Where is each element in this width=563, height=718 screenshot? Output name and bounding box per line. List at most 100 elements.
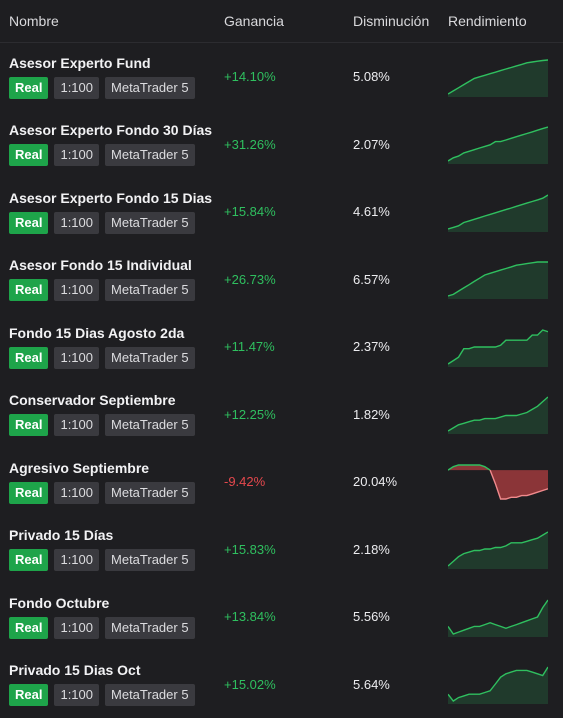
performance-sparkline [439, 327, 563, 367]
gain-value: -9.42% [215, 474, 344, 489]
platform-badge: MetaTrader 5 [105, 144, 195, 166]
performance-sparkline [439, 462, 563, 502]
gain-value: +15.84% [215, 204, 344, 219]
leverage-badge: 1:100 [54, 482, 99, 504]
account-type-badge: Real [9, 684, 48, 706]
platform-badge: MetaTrader 5 [105, 684, 195, 706]
sparkline-chart [448, 327, 548, 367]
account-name[interactable]: Fondo 15 Dias Agosto 2da [9, 325, 215, 341]
account-type-badge: Real [9, 279, 48, 301]
drawdown-value: 5.08% [344, 69, 439, 84]
header-drawdown[interactable]: Disminución [344, 13, 439, 29]
account-type-badge: Real [9, 77, 48, 99]
platform-badge: MetaTrader 5 [105, 279, 195, 301]
table-row[interactable]: Asesor Experto Fondo 30 Días Real 1:100 Met… [0, 111, 563, 179]
account-cell: Asesor Fondo 15 Individual Real 1:100 MetaT… [0, 257, 215, 301]
account-badges: Real 1:100 MetaTrader 5 [9, 482, 215, 504]
account-badges: Real 1:100 MetaTrader 5 [9, 549, 215, 571]
performance-sparkline [439, 529, 563, 569]
performance-sparkline [439, 259, 563, 299]
header-name[interactable]: Nombre [0, 13, 215, 29]
drawdown-value: 5.64% [344, 677, 439, 692]
performance-sparkline [439, 597, 563, 637]
account-cell: Asesor Experto Fondo 30 Días Real 1:100 Met… [0, 122, 215, 166]
sparkline-chart [448, 259, 548, 299]
platform-badge: MetaTrader 5 [105, 414, 195, 436]
account-name[interactable]: Agresivo Septiembre [9, 460, 215, 476]
gain-value: +12.25% [215, 407, 344, 422]
drawdown-value: 2.18% [344, 542, 439, 557]
platform-badge: MetaTrader 5 [105, 77, 195, 99]
gain-value: +15.02% [215, 677, 344, 692]
table-row[interactable]: Privado 15 Días Real 1:100 MetaTrader 5 +15.… [0, 516, 563, 584]
sparkline-area [448, 532, 548, 569]
leverage-badge: 1:100 [54, 144, 99, 166]
sparkline-area [448, 127, 548, 164]
sparkline-chart [448, 462, 548, 502]
leverage-badge: 1:100 [54, 77, 99, 99]
sparkline-area [448, 60, 548, 97]
performance-sparkline [439, 192, 563, 232]
account-badges: Real 1:100 MetaTrader 5 [9, 279, 215, 301]
leverage-badge: 1:100 [54, 279, 99, 301]
gain-value: +26.73% [215, 272, 344, 287]
leverage-badge: 1:100 [54, 212, 99, 234]
account-name[interactable]: Asesor Experto Fondo 15 Dias [9, 190, 215, 206]
drawdown-value: 4.61% [344, 204, 439, 219]
platform-badge: MetaTrader 5 [105, 482, 195, 504]
header-performance[interactable]: Rendimiento [439, 13, 563, 29]
performance-sparkline [439, 124, 563, 164]
table-row[interactable]: Asesor Fondo 15 Individual Real 1:100 MetaT… [0, 246, 563, 314]
gain-value: +13.84% [215, 609, 344, 624]
account-name[interactable]: Privado 15 Días [9, 527, 215, 543]
platform-badge: MetaTrader 5 [105, 617, 195, 639]
account-type-badge: Real [9, 212, 48, 234]
account-name[interactable]: Asesor Experto Fund [9, 55, 215, 71]
account-name[interactable]: Asesor Experto Fondo 30 Días [9, 122, 215, 138]
drawdown-value: 2.07% [344, 137, 439, 152]
table-body: Asesor Experto Fund Real 1:100 MetaTrader 5… [0, 43, 563, 718]
leverage-badge: 1:100 [54, 549, 99, 571]
platform-badge: MetaTrader 5 [105, 549, 195, 571]
account-name[interactable]: Privado 15 Dias Oct [9, 662, 215, 678]
account-cell: Asesor Experto Fund Real 1:100 MetaTrader 5 [0, 55, 215, 99]
gain-value: +14.10% [215, 69, 344, 84]
account-badges: Real 1:100 MetaTrader 5 [9, 144, 215, 166]
account-badges: Real 1:100 MetaTrader 5 [9, 77, 215, 99]
account-type-badge: Real [9, 144, 48, 166]
header-gain[interactable]: Ganancia [215, 13, 344, 29]
account-type-badge: Real [9, 549, 48, 571]
sparkline-chart [448, 394, 548, 434]
gain-value: +11.47% [215, 339, 344, 354]
gain-value: +15.83% [215, 542, 344, 557]
sparkline-chart [448, 664, 548, 704]
table-row[interactable]: Agresivo Septiembre Real 1:100 MetaTrader 5… [0, 448, 563, 516]
performance-sparkline [439, 57, 563, 97]
account-type-badge: Real [9, 617, 48, 639]
drawdown-value: 6.57% [344, 272, 439, 287]
account-name[interactable]: Asesor Fondo 15 Individual [9, 257, 215, 273]
account-name[interactable]: Fondo Octubre [9, 595, 215, 611]
account-name[interactable]: Conservador Septiembre [9, 392, 215, 408]
table-row[interactable]: Asesor Experto Fund Real 1:100 MetaTrader 5… [0, 43, 563, 111]
sparkline-chart [448, 57, 548, 97]
sparkline-chart [448, 529, 548, 569]
table-header: Nombre Ganancia Disminución Rendimiento [0, 0, 563, 43]
sparkline-chart [448, 597, 548, 637]
account-type-badge: Real [9, 347, 48, 369]
drawdown-value: 5.56% [344, 609, 439, 624]
performance-sparkline [439, 394, 563, 434]
account-type-badge: Real [9, 482, 48, 504]
